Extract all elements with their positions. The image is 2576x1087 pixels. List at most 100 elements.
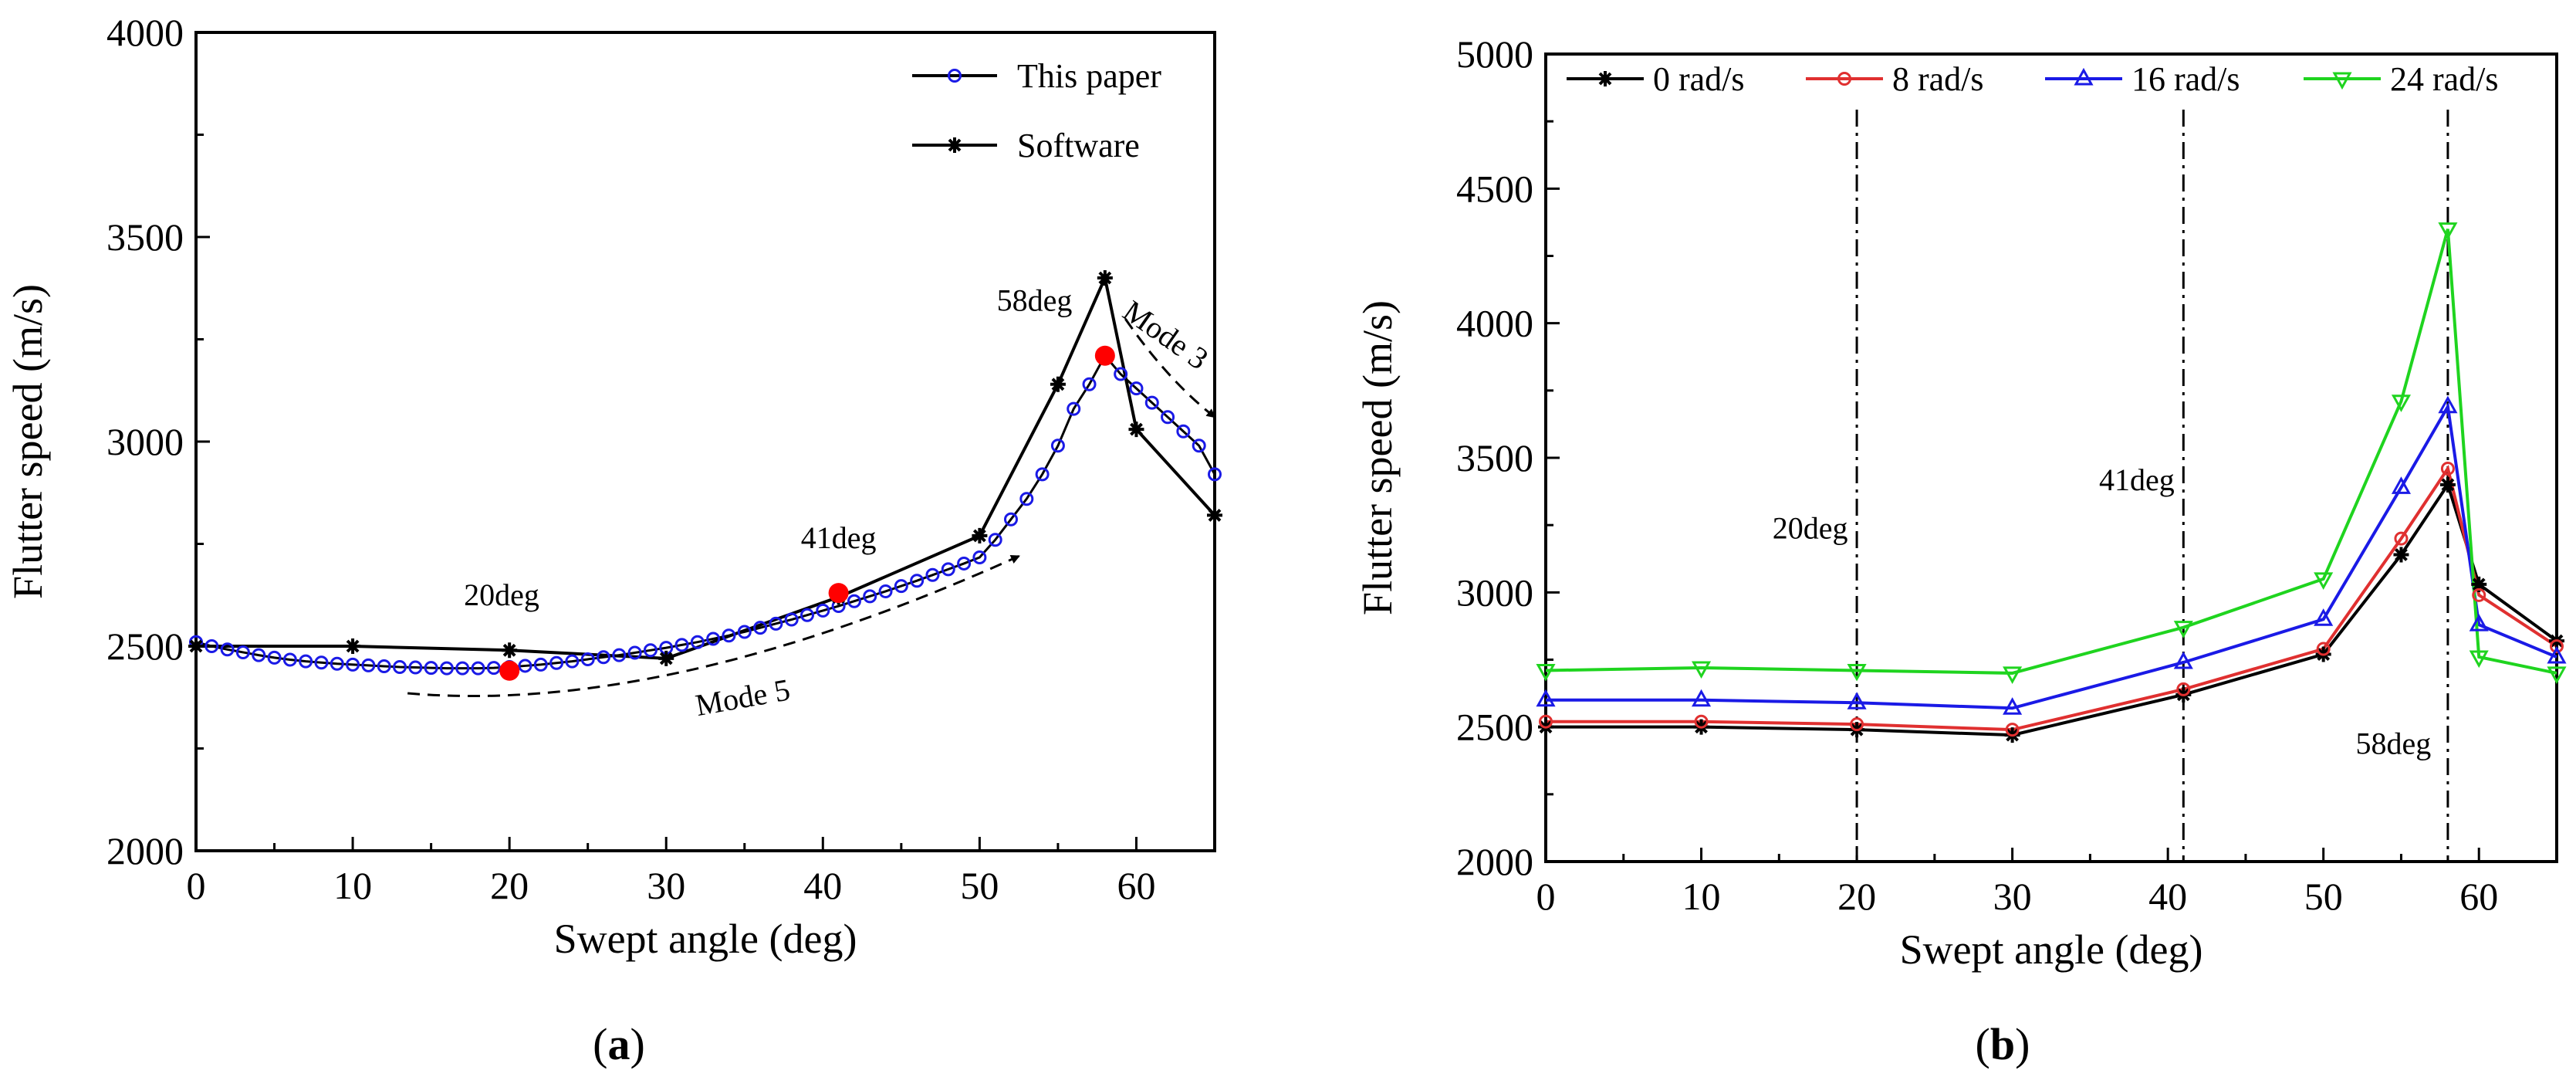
mode-3-arrow [1124,318,1216,418]
point-this-paper [941,562,955,577]
x-axis-title: Swept angle (deg) [554,916,857,962]
point-24-rad-s [1536,663,1556,682]
chart-b: 0 10 20 30 40 50 60 2000 2500 3000 3500 4000 4500 500… [1354,32,2567,973]
point-this-paper [346,657,360,672]
point-this-paper [878,584,893,598]
point-this-paper [737,625,752,639]
y-axis-title: Flutter speed (m/s) [5,284,51,599]
point-software [658,650,674,666]
x-tick-label: 10 [333,864,372,907]
point-software [1128,422,1144,438]
point-16-rad-s [2391,476,2412,494]
point-this-paper [753,621,768,635]
point-this-paper [1192,439,1206,453]
point-16-rad-s [2469,614,2489,632]
point-24-rad-s [2314,572,2334,590]
y-tick-label: 5000 [1456,32,1533,76]
point-24-rad-s [2438,222,2458,240]
point-this-paper [267,650,282,665]
legend-label-8-rad-s: 8 rad/s [1892,60,1984,98]
point-software [345,638,361,654]
y-tick-label: 2500 [106,625,184,668]
point-this-paper [800,608,814,622]
legend-label-0-rad-s: 0 rad/s [1653,60,1745,98]
point-24-rad-s [2391,395,2412,412]
point-this-paper [643,643,658,658]
point-this-paper [1019,492,1034,506]
point-16-rad-s [2438,395,2458,414]
panel-label-a: (a) [593,1019,645,1069]
point-this-paper [439,661,454,676]
point-this-paper [784,612,799,627]
y-tick-label: 4000 [106,11,184,54]
point-8-rad-s [1694,714,1709,729]
point-24-rad-s [2469,650,2489,669]
y-tick-label: 3500 [1456,436,1533,479]
point-this-paper [408,660,423,675]
point-16-rad-s [2003,697,2023,715]
point-this-paper [455,661,470,676]
y-tick-label: 4000 [1456,302,1533,345]
legend-marker-24-rad-s [2332,72,2352,90]
point-0-rad-s [2393,547,2409,563]
point-this-paper [424,661,438,676]
point-this-paper [863,589,877,604]
point-this-paper [518,659,532,673]
point-this-paper [972,550,987,564]
series-line-24-rad-s [1545,229,2557,675]
point-this-paper [674,638,689,652]
annotation-label: Mode 3 [1117,293,1215,377]
x-tick-label: 40 [2148,875,2187,918]
y-tick-label: 2500 [1456,706,1533,749]
point-this-paper [471,661,485,676]
point-24-rad-s [1847,663,1867,682]
y-tick-label: 4500 [1456,167,1533,210]
x-tick-label: 60 [2459,875,2498,918]
point-this-paper [957,556,972,571]
point-this-paper [816,603,830,618]
point-this-paper [565,654,580,669]
point-this-paper [597,650,610,665]
point-this-paper [299,654,313,669]
point-this-paper [1144,395,1159,410]
point-24-rad-s [2173,621,2193,638]
point-this-paper [252,648,266,662]
point-this-paper [769,616,783,631]
point-0-rad-s [2471,576,2487,592]
legend-marker-8-rad-s [1837,72,1851,86]
x-axis-title: Swept angle (deg) [1900,926,2203,973]
point-8-rad-s [2472,588,2486,602]
x-tick-label: 60 [1117,864,1155,907]
point-this-paper [722,628,736,643]
point-software [1207,507,1222,523]
legend-marker-software [947,137,962,153]
point-this-paper [486,661,501,676]
y-axis-title: Flutter speed (m/s) [1354,300,1401,615]
point-8-rad-s [2550,639,2564,654]
legend-label-software: Software [1017,127,1140,164]
point-8-rad-s [1850,717,1864,732]
point-this-paper [988,533,1002,547]
series-line-this-paper [195,354,1216,670]
point-software [1097,270,1113,286]
y-tick-label: 3000 [1456,571,1533,614]
point-16-rad-s [2314,608,2334,626]
point-software [972,527,988,544]
y-tick-label: 3500 [106,215,184,259]
point-this-paper [1082,377,1097,391]
point-this-paper [1050,439,1065,453]
series-line-software [196,273,1216,660]
x-tick-label: 50 [960,864,999,907]
point-this-paper [690,635,705,649]
highlight-point [828,583,849,604]
point-this-paper [1114,367,1128,381]
x-tick-label: 20 [1837,875,1876,918]
point-this-paper [377,659,391,673]
point-this-paper [549,655,564,670]
point-8-rad-s [2005,723,2020,737]
point-16-rad-s [1536,689,1556,707]
point-16-rad-s [2547,645,2567,664]
point-this-paper [1129,381,1144,396]
point-24-rad-s [1691,661,1712,679]
point-this-paper [847,594,861,608]
